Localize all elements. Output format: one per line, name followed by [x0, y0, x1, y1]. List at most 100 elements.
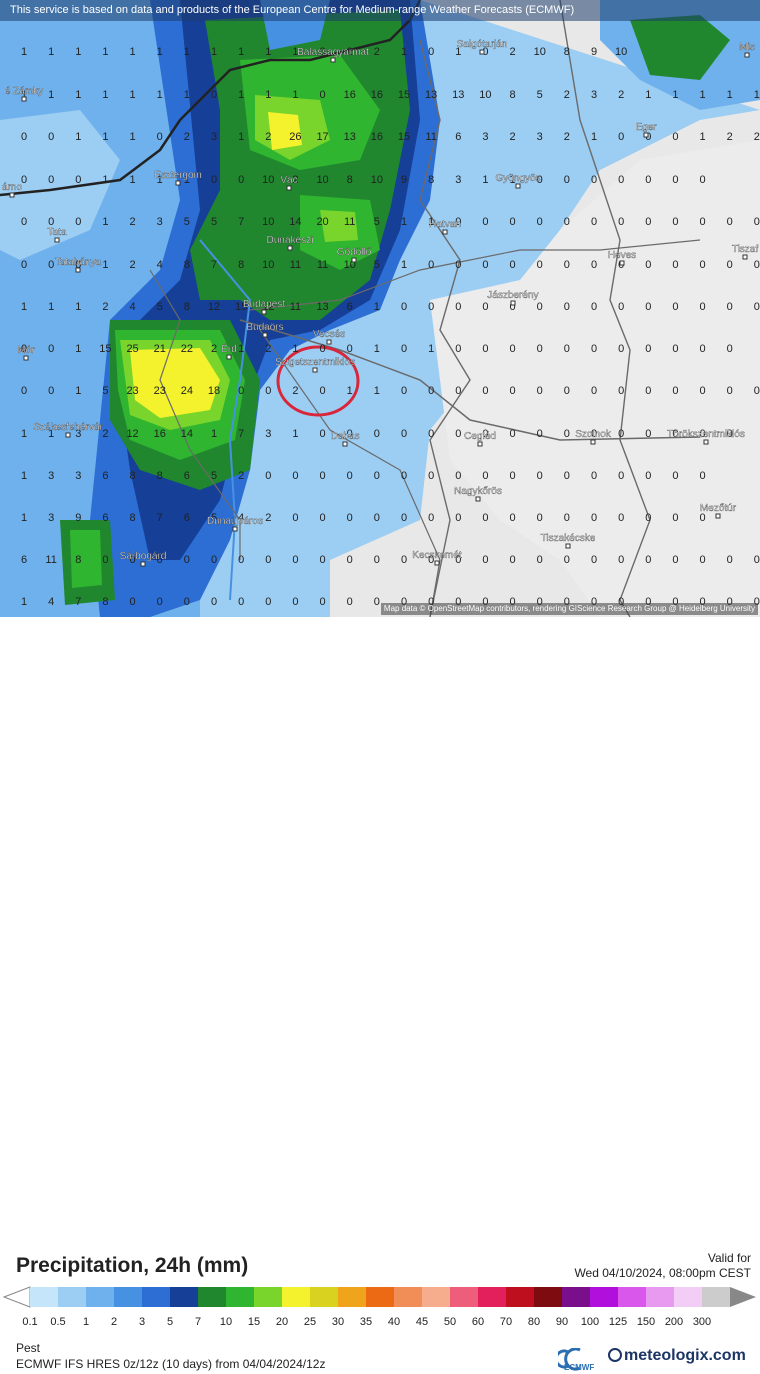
grid-value: 1: [75, 89, 81, 101]
grid-value: 4: [157, 259, 163, 271]
meteologix-brand[interactable]: meteologix.com: [608, 1347, 746, 1365]
grid-value: 0: [320, 470, 326, 482]
city-marker: [312, 367, 318, 373]
grid-value: 0: [672, 554, 678, 566]
grid-value: 0: [455, 512, 461, 524]
grid-value: 5: [184, 216, 190, 228]
scale-swatch: [618, 1287, 646, 1307]
grid-value: 0: [672, 385, 678, 397]
scale-label: 5: [167, 1316, 173, 1328]
grid-value: 10: [479, 89, 491, 101]
grid-value: 0: [184, 596, 190, 608]
grid-value: 1: [428, 343, 434, 355]
city-marker: [442, 229, 448, 235]
grid-value: 0: [292, 554, 298, 566]
precipitation-map[interactable]: 1 1 1 1 1 1 1 1 1 1 1 3 2 2 1 0 1 0 2 10 8 9 10 1 1 1 1 1 1 1 0 1 1 1 0 16 1…: [0, 0, 760, 617]
grid-value: 7: [75, 596, 81, 608]
grid-value: 8: [184, 259, 190, 271]
grid-value: 0: [672, 301, 678, 313]
grid-value: 0: [645, 512, 651, 524]
grid-value: 0: [591, 428, 597, 440]
grid-value: 0: [510, 554, 516, 566]
grid-value: 1: [21, 470, 27, 482]
grid-value: 1: [292, 89, 298, 101]
grid-value: 0: [401, 596, 407, 608]
ecmwf-label: ECMWF: [564, 1363, 595, 1372]
grid-value: 1: [401, 46, 407, 58]
grid-value: 1: [21, 512, 27, 524]
grid-value: 0: [510, 470, 516, 482]
grid-value: 0: [211, 554, 217, 566]
grid-value: 0: [455, 385, 461, 397]
grid-value: 0: [428, 470, 434, 482]
grid-value: 9: [75, 512, 81, 524]
grid-value: 1: [700, 131, 706, 143]
grid-value: 1: [184, 46, 190, 58]
scale-swatch: [702, 1287, 730, 1307]
grid-value: 1: [75, 131, 81, 143]
grid-value: 0: [700, 385, 706, 397]
grid-value: 16: [154, 428, 166, 440]
grid-value: 0: [320, 343, 326, 355]
grid-value: 0: [591, 343, 597, 355]
city-marker: [54, 237, 60, 243]
grid-value: 1: [21, 301, 27, 313]
grid-value: 0: [537, 596, 543, 608]
grid-value: 8: [510, 89, 516, 101]
grid-value: 1: [292, 428, 298, 440]
country-border: [0, 0, 422, 197]
grid-value: 3: [75, 470, 81, 482]
scale-swatch: [226, 1287, 254, 1307]
grid-value: 0: [482, 385, 488, 397]
city-label: Salgótarján: [457, 39, 508, 50]
grid-value: 0: [672, 470, 678, 482]
grid-value: 0: [727, 259, 733, 271]
grid-value: 1: [238, 131, 244, 143]
grid-value: 11: [425, 131, 436, 143]
grid-value: 7: [238, 216, 244, 228]
grid-value: 0: [265, 385, 271, 397]
grid-value: 6: [347, 301, 353, 313]
grid-value: 1: [130, 89, 136, 101]
grid-value: 1: [510, 174, 516, 186]
scale-swatch: [58, 1287, 86, 1307]
grid-value: 0: [645, 259, 651, 271]
grid-value: 0: [618, 131, 624, 143]
grid-value: 0: [700, 596, 706, 608]
grid-value: 0: [672, 174, 678, 186]
scale-label: 90: [556, 1316, 568, 1328]
city-label: Tiszaf: [732, 244, 759, 255]
grid-value: 2: [374, 46, 380, 58]
grid-value: 20: [316, 216, 328, 228]
map-attribution[interactable]: Map data © OpenStreetMap contributors, r…: [380, 603, 758, 615]
grid-value: 1: [48, 89, 54, 101]
grid-value: 10: [371, 174, 383, 186]
grid-value: 0: [510, 428, 516, 440]
grid-value: 1: [102, 46, 108, 58]
grid-value: 1: [48, 46, 54, 58]
grid-value: 0: [727, 428, 733, 440]
grid-value: 10: [262, 216, 274, 228]
scale-swatch: [142, 1287, 170, 1307]
grid-value: 0: [510, 596, 516, 608]
grid-value: 1: [645, 89, 651, 101]
grid-value: 6: [102, 512, 108, 524]
city-label: Budapest: [243, 299, 285, 310]
grid-value: 8: [157, 470, 163, 482]
grid-value: 16: [371, 131, 383, 143]
city-marker: [287, 245, 293, 251]
grid-value: 0: [564, 301, 570, 313]
grid-value: 0: [265, 596, 271, 608]
grid-value: 0: [157, 596, 163, 608]
grid-value: 2: [727, 131, 733, 143]
grid-value: 0: [157, 554, 163, 566]
grid-value: 17: [316, 131, 328, 143]
grid-value: 0: [48, 343, 54, 355]
city-label: é Zámky: [5, 86, 43, 97]
grid-value: 0: [645, 554, 651, 566]
grid-value: 13: [316, 301, 328, 313]
grid-value: 2: [265, 131, 271, 143]
grid-value: 0: [727, 385, 733, 397]
grid-value: 3: [48, 512, 54, 524]
scale-swatch: [506, 1287, 534, 1307]
